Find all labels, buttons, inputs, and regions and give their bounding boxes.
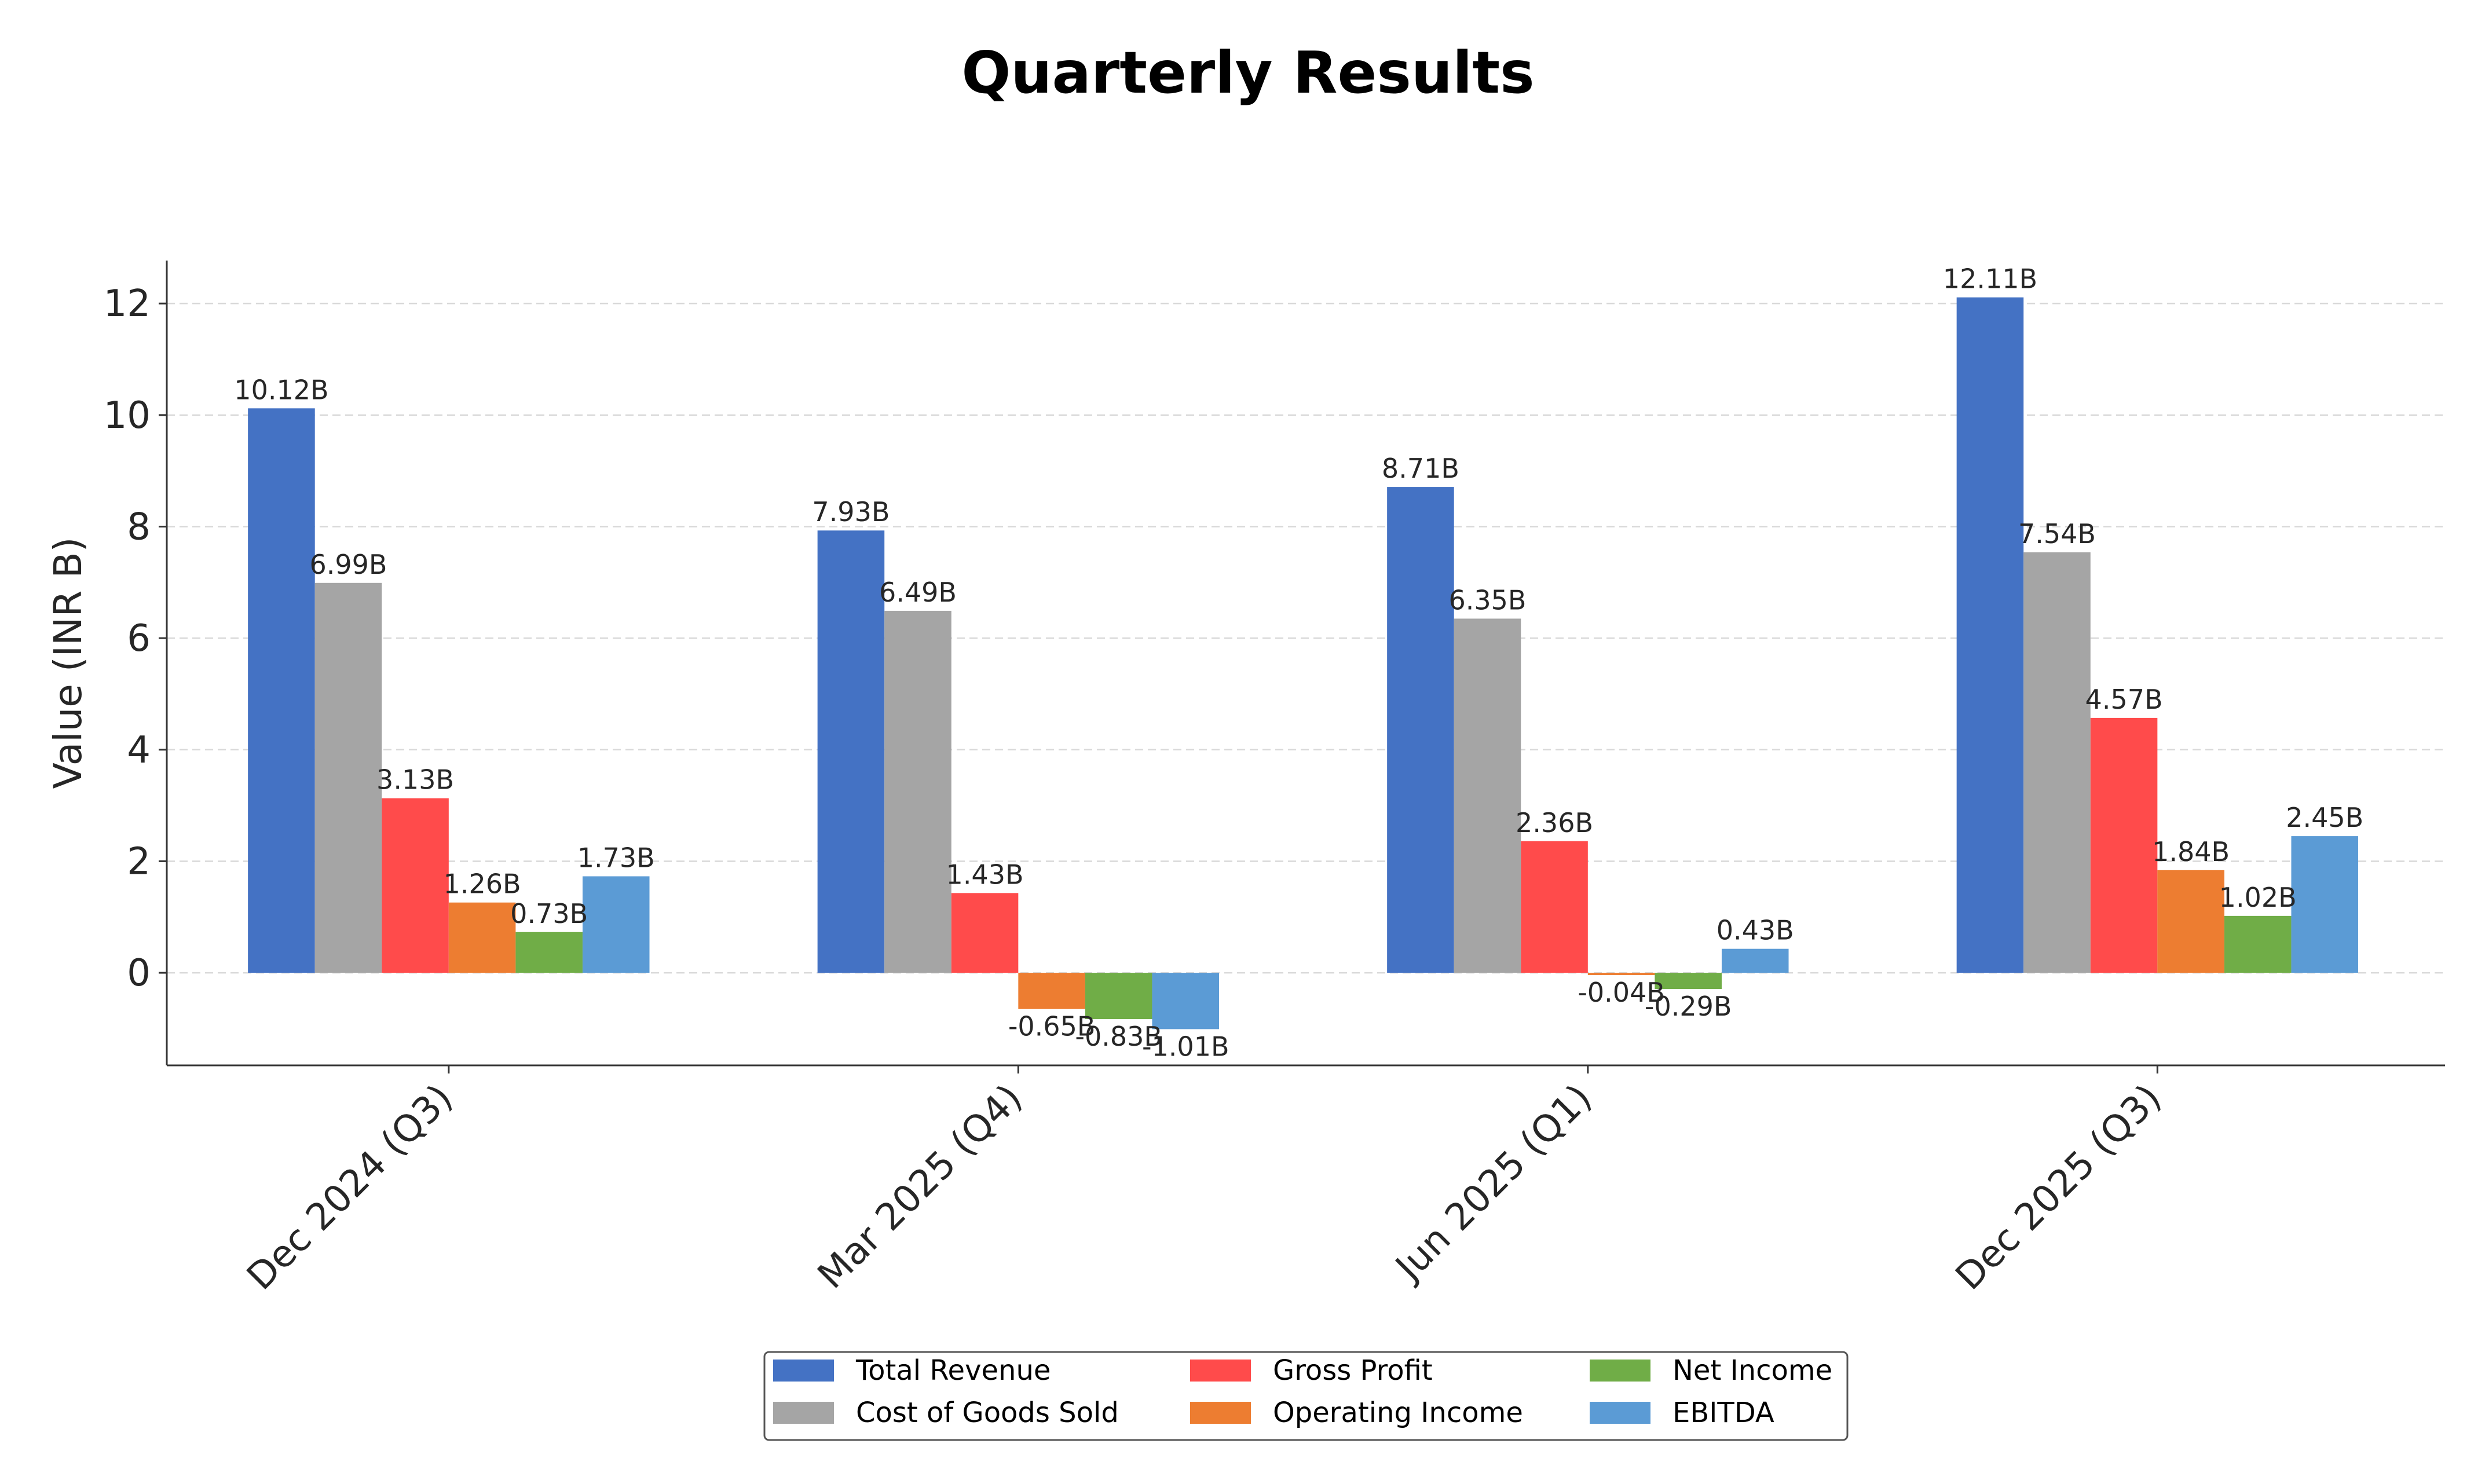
legend-frame: [763, 1351, 1849, 1441]
legend: Total Revenue Cost of Goods Sold Gross Pro…: [763, 1351, 1849, 1441]
y-tick-label: 0: [127, 952, 151, 995]
data-label: -0.04B: [1578, 977, 1665, 1008]
bar: [951, 893, 1019, 973]
axes: [166, 261, 2445, 1067]
bar: [2023, 552, 2091, 973]
bar: [515, 932, 583, 973]
bar: [382, 798, 449, 973]
legend-swatch: [1590, 1402, 1650, 1424]
data-label: 2.36B: [1516, 807, 1593, 838]
data-label: -1.01B: [1142, 1031, 1229, 1062]
x-tick-label: Dec 2024 (Q3): [239, 1076, 462, 1299]
bar: [1454, 618, 1521, 973]
data-label: 1.73B: [577, 842, 655, 873]
bar: [314, 582, 382, 973]
bar: [1085, 973, 1152, 1020]
y-tick-label: 4: [127, 729, 151, 772]
data-label: 6.35B: [1448, 584, 1526, 615]
data-label: 6.99B: [309, 549, 387, 580]
data-label: 3.13B: [376, 764, 454, 796]
legend-label: Operating Income: [1273, 1397, 1523, 1429]
chart-title: Quarterly Results: [961, 39, 1534, 107]
x-tick-label: Jun 2025 (Q1): [1386, 1076, 1601, 1291]
legend-swatch: [1190, 1360, 1251, 1382]
data-label: 0.73B: [510, 898, 588, 929]
bar: [817, 530, 885, 973]
bar: [448, 902, 516, 973]
data-label: 1.43B: [946, 859, 1024, 890]
legend-label: Gross Profit: [1273, 1354, 1433, 1387]
x-tick-label: Dec 2025 (Q3): [1948, 1076, 2170, 1299]
bar: [1587, 973, 1655, 975]
legend-swatch: [773, 1360, 834, 1382]
data-label: -0.65B: [1008, 1011, 1096, 1042]
bar: [1018, 973, 1085, 1009]
bar: [884, 610, 951, 973]
data-label: -0.83B: [1075, 1021, 1162, 1052]
bars: [248, 297, 2359, 1029]
bar: [1152, 973, 1220, 1029]
bar: [1387, 487, 1454, 973]
bar: [1521, 841, 1588, 973]
data-label: 4.57B: [2085, 684, 2163, 715]
data-label: 8.71B: [1382, 453, 1459, 484]
y-tick-label: 6: [127, 617, 151, 660]
data-label: 2.45B: [2286, 802, 2363, 833]
bar: [2291, 836, 2359, 973]
bar: [1655, 973, 1722, 990]
data-label: 1.02B: [2219, 882, 2297, 913]
bar: [2224, 915, 2292, 973]
y-tick-label: 2: [127, 840, 151, 883]
bar: [248, 408, 315, 973]
bar: [582, 876, 650, 973]
x-tick-label: Mar 2025 (Q4): [810, 1076, 1030, 1297]
bar: [1956, 297, 2024, 973]
legend-label: EBITDA: [1672, 1397, 1774, 1429]
legend-swatch: [1190, 1402, 1251, 1424]
legend-label: Cost of Goods Sold: [856, 1397, 1119, 1429]
bar: [2090, 717, 2158, 973]
data-label: 10.12B: [234, 374, 328, 405]
data-label: 7.93B: [812, 496, 890, 527]
legend-label: Total Revenue: [855, 1354, 1051, 1387]
data-label: -0.29B: [1645, 991, 1732, 1022]
y-tick-label: 8: [127, 505, 151, 548]
data-label: 1.26B: [444, 869, 521, 900]
y-axis-label: Value (INR B): [46, 537, 90, 789]
legend-swatch: [1590, 1360, 1650, 1382]
data-label: 12.11B: [1943, 263, 2037, 295]
legend-label: Net Income: [1672, 1354, 1832, 1387]
bar: [2157, 870, 2224, 973]
y-tick-label: 12: [104, 283, 151, 325]
y-ticks: 0 2 4 6 8 10 12: [104, 283, 167, 995]
bar: [1721, 948, 1789, 973]
y-tick-label: 10: [104, 394, 151, 437]
data-label: 0.43B: [1717, 915, 1794, 946]
data-label: 7.54B: [2018, 518, 2096, 549]
legend-swatch: [773, 1402, 834, 1424]
x-ticks: Dec 2024 (Q3) Mar 2025 (Q4) Jun 2025 (Q1) D…: [239, 1065, 2170, 1299]
data-label: 6.49B: [879, 577, 957, 608]
data-label: 1.84B: [2152, 836, 2230, 867]
